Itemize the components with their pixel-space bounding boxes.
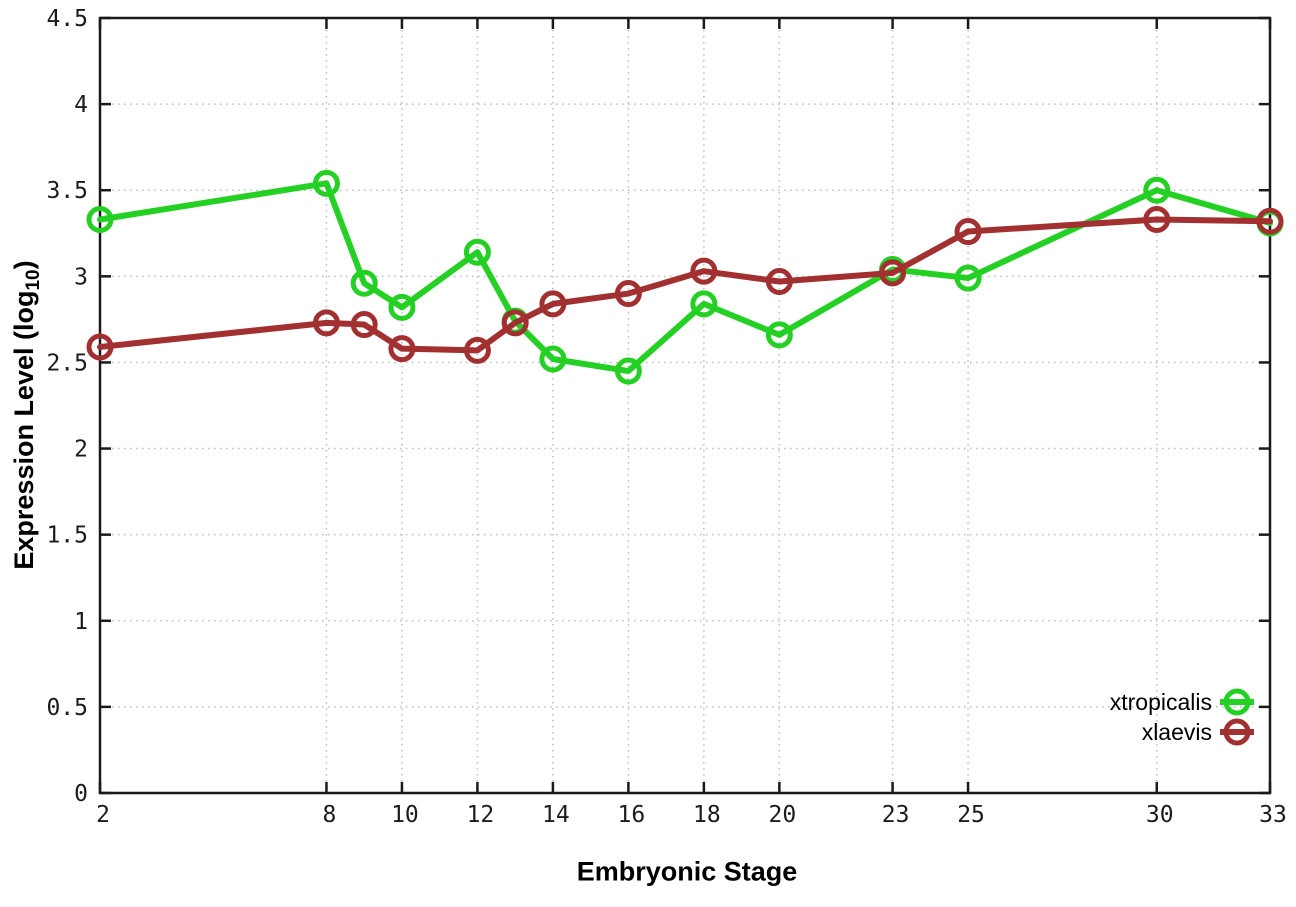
y-axis-title-subscript: 10 xyxy=(23,269,44,291)
data-point-marker xyxy=(539,345,567,373)
data-point-marker xyxy=(388,293,416,321)
x-tick-label: 8 xyxy=(323,802,337,828)
data-point-marker xyxy=(312,309,340,337)
legend-sample-marker xyxy=(1223,718,1251,746)
x-tick-label: 30 xyxy=(1146,802,1174,828)
series-xtropicalis xyxy=(86,169,1284,385)
x-tick-label: 18 xyxy=(693,802,721,828)
data-point-marker xyxy=(765,268,793,295)
x-tick-label: 23 xyxy=(882,802,910,828)
data-point-marker xyxy=(1143,176,1171,204)
x-tick-label: 16 xyxy=(618,802,646,828)
gridlines xyxy=(100,18,1270,793)
data-point-marker xyxy=(463,336,491,364)
plot-border xyxy=(98,16,1272,795)
data-point-marker xyxy=(690,290,718,318)
x-tick-label: 2 xyxy=(96,802,110,828)
data-point-marker xyxy=(539,290,567,318)
x-tick-label: 14 xyxy=(542,802,570,828)
data-point-marker xyxy=(690,257,718,285)
x-axis-title: Embryonic Stage xyxy=(576,856,798,887)
data-point-marker xyxy=(86,333,114,361)
x-tick-label: 25 xyxy=(957,802,985,828)
y-axis-title-text: Expression Level (log xyxy=(9,290,39,570)
x-tick-label: 10 xyxy=(391,802,419,828)
y-axis-title-close: ) xyxy=(9,260,39,270)
legend-item-xlaevis: xlaevis xyxy=(1142,718,1254,746)
y-tick-labels: 0 0.5 1 1.5 2 2.5 3 3.5 4 4.5 xyxy=(46,6,88,807)
data-point-marker xyxy=(350,269,378,297)
series-xlaevis xyxy=(86,206,1284,364)
y-tick-label: 0.5 xyxy=(46,695,88,721)
legend: xtropicalis xlaevis xyxy=(1110,688,1254,746)
x-tick-label: 20 xyxy=(769,802,797,828)
data-point-marker xyxy=(501,309,529,337)
data-point-marker xyxy=(388,335,416,363)
data-point-marker xyxy=(312,169,340,197)
y-tick-label: 3 xyxy=(74,264,88,290)
data-point-marker xyxy=(954,218,982,246)
data-point-marker xyxy=(954,264,982,292)
legend-sample-marker xyxy=(1223,688,1251,716)
data-point-marker xyxy=(879,259,907,287)
y-tick-label: 1 xyxy=(74,609,88,635)
tick-marks xyxy=(98,16,1272,795)
data-point-marker xyxy=(765,321,793,349)
y-tick-label: 0 xyxy=(74,781,88,807)
y-axis-title: Expression Level (log10) xyxy=(9,260,45,569)
legend-label: xlaevis xyxy=(1142,719,1212,745)
data-point-marker xyxy=(350,311,378,339)
x-tick-label: 12 xyxy=(467,802,495,828)
data-point-marker xyxy=(463,238,491,266)
data-point-marker xyxy=(614,357,642,385)
y-tick-label: 2 xyxy=(74,437,88,463)
y-tick-label: 1.5 xyxy=(46,523,88,549)
y-tick-label: 4.5 xyxy=(46,6,88,32)
x-tick-labels: 2 8 10 12 14 16 18 20 23 25 30 33 xyxy=(96,802,1287,828)
legend-item-xtropicalis: xtropicalis xyxy=(1110,688,1254,716)
y-tick-label: 2.5 xyxy=(46,350,88,376)
y-tick-label: 4 xyxy=(74,92,88,118)
data-point-marker xyxy=(1256,207,1284,235)
series-line xyxy=(97,216,1273,354)
data-point-marker xyxy=(1143,206,1171,233)
data-point-marker xyxy=(614,280,642,308)
legend-label: xtropicalis xyxy=(1110,689,1212,715)
y-tick-label: 3.5 xyxy=(46,178,88,204)
data-point-marker xyxy=(86,206,114,233)
x-tick-label: 33 xyxy=(1259,802,1287,828)
